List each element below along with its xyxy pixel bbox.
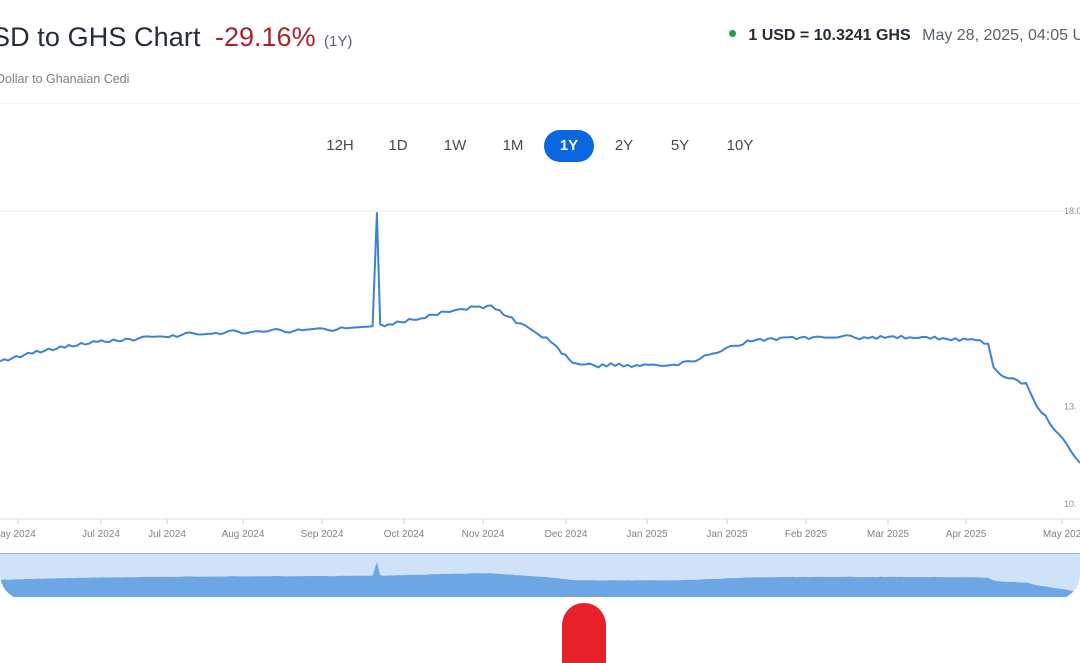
x-tick-label: Dec 2024 (545, 529, 588, 540)
range-1y[interactable]: 1Y (544, 130, 594, 162)
navigator[interactable] (0, 553, 1080, 597)
y-axis: 18.0 13. 10. (1064, 206, 1080, 509)
range-1d[interactable]: 1D (388, 137, 408, 154)
x-tick-label: ay 2024 (0, 529, 36, 540)
chart-header: SD to GHS Chart -29.16% (1Y) (0, 22, 352, 53)
line-chart: 18.0 13. 10. ay 2024 Jul 2024 Jul 2024 Aug 20… (0, 206, 1080, 597)
rate-timestamp: May 28, 2025, 04:05 U (922, 27, 1080, 44)
chart-title: SD to GHS Chart (0, 22, 201, 52)
range-1w[interactable]: 1W (443, 137, 467, 154)
exchange-rate: 1 USD = 10.3241 GHS (748, 27, 911, 44)
range-5y[interactable]: 5Y (670, 137, 690, 154)
rate-series-line (0, 212, 1080, 464)
x-tick-label: Apr 2025 (946, 529, 987, 540)
range-selector: 12H 1D 1W 1M 1Y 2Y 5Y 10Y (0, 127, 1080, 165)
x-tick-label: Aug 2024 (222, 529, 265, 540)
change-period: (1Y) (324, 33, 353, 50)
x-axis: ay 2024 Jul 2024 Jul 2024 Aug 2024 Sep 2024 O… (0, 519, 1080, 540)
record-indicator[interactable] (562, 603, 606, 663)
x-tick-label: May 202 (1043, 529, 1080, 540)
x-tick-label: Jul 2024 (82, 529, 120, 540)
x-tick-label: Mar 2025 (867, 529, 910, 540)
chart-card: SD to GHS Chart -29.16% (1Y) Dollar to G… (0, 22, 1080, 597)
range-10y[interactable]: 10Y (726, 137, 754, 154)
x-tick-label: Oct 2024 (384, 529, 425, 540)
navigator-series-area (0, 562, 1080, 597)
x-tick-label: Sep 2024 (301, 529, 344, 540)
chart-subtitle: Dollar to Ghanaian Cedi (0, 72, 130, 86)
x-tick-label: Feb 2025 (785, 529, 828, 540)
y-tick-label: 18.0 (1064, 206, 1080, 216)
x-tick-label: Jan 2025 (626, 529, 668, 540)
x-tick-label: Jan 2025 (706, 529, 748, 540)
range-2y[interactable]: 2Y (614, 137, 634, 154)
percent-change: -29.16% (215, 22, 316, 52)
y-tick-label: 13. (1064, 401, 1077, 411)
rate-summary: 1 USD = 10.3241 GHS May 28, 2025, 04:05 … (728, 27, 1080, 45)
x-tick-label: Jul 2024 (148, 529, 186, 540)
y-tick-label: 10. (1064, 499, 1077, 509)
x-tick-label: Nov 2024 (462, 529, 505, 540)
range-12h[interactable]: 12H (326, 137, 354, 154)
range-1m[interactable]: 1M (502, 137, 524, 154)
header-divider (0, 103, 1080, 104)
live-dot-icon (728, 30, 736, 38)
